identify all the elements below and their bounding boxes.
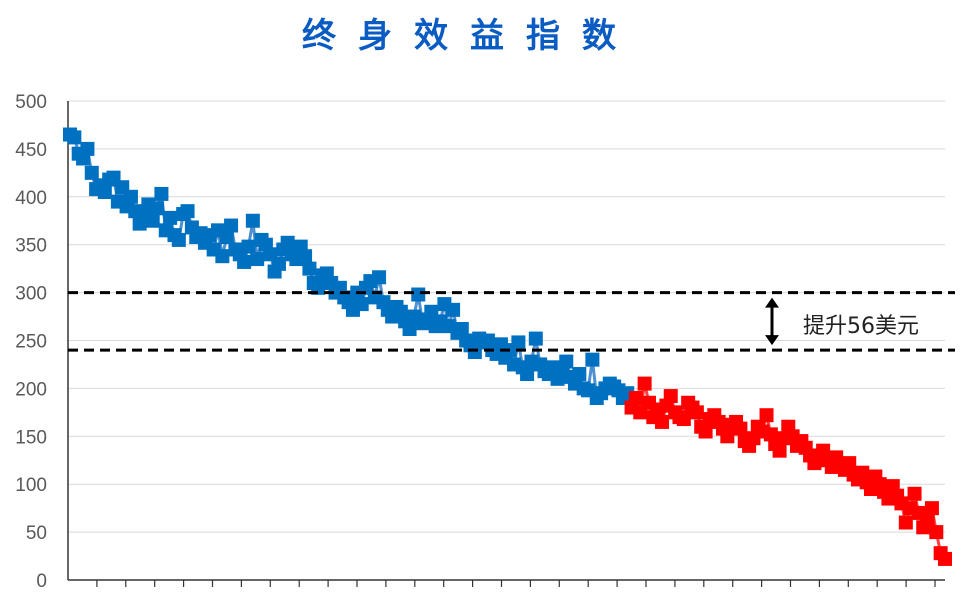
- data-point: [637, 376, 652, 391]
- data-point: [237, 254, 252, 269]
- data-point: [224, 218, 239, 233]
- y-tick-label: 200: [15, 379, 47, 400]
- data-point: [123, 189, 138, 204]
- arrow-head-down: [765, 335, 779, 346]
- data-point: [720, 429, 735, 444]
- y-tick-label: 450: [15, 140, 47, 161]
- y-tick-label: 100: [15, 475, 47, 496]
- data-point: [907, 486, 922, 501]
- data-point: [302, 261, 317, 276]
- data-point: [180, 204, 195, 219]
- data-point: [628, 390, 643, 405]
- data-point: [924, 501, 939, 516]
- data-point: [842, 456, 857, 471]
- arrow-head-up: [765, 297, 779, 308]
- data-point: [84, 165, 99, 180]
- data-point: [454, 322, 469, 337]
- data-point: [938, 551, 952, 566]
- data-point: [772, 443, 787, 458]
- data-point: [67, 130, 82, 145]
- data-point: [145, 213, 160, 228]
- chart-title: 终身效益指数: [302, 16, 638, 56]
- data-point: [759, 408, 774, 423]
- data-point: [154, 186, 169, 201]
- data-point: [929, 525, 944, 540]
- data-point: [215, 249, 230, 264]
- data-point: [245, 213, 260, 228]
- data-point: [163, 210, 178, 225]
- data-point: [402, 322, 417, 337]
- data-point: [354, 297, 369, 312]
- data-point: [585, 352, 600, 367]
- y-tick-label: 50: [26, 523, 47, 544]
- data-point: [528, 331, 543, 346]
- data-point: [250, 252, 265, 267]
- annotation-label: 提升56美元: [803, 314, 919, 339]
- data-point: [676, 412, 691, 427]
- data-point: [446, 302, 461, 317]
- data-point: [559, 354, 574, 369]
- data-point: [411, 287, 426, 302]
- data-point: [80, 141, 95, 156]
- data-point: [572, 367, 587, 382]
- data-point: [733, 421, 748, 436]
- data-point: [280, 235, 295, 250]
- data-point: [920, 513, 935, 528]
- y-tick-label: 150: [15, 427, 47, 448]
- data-point: [655, 414, 670, 429]
- data-point: [372, 270, 387, 285]
- data-point: [511, 335, 526, 350]
- data-point: [298, 249, 313, 264]
- y-tick-label: 250: [15, 332, 47, 353]
- data-point: [219, 230, 234, 245]
- data-point: [663, 389, 678, 404]
- y-tick-label: 300: [15, 284, 47, 305]
- data-point: [689, 405, 704, 420]
- data-point: [97, 185, 112, 200]
- data-point: [520, 367, 535, 382]
- y-tick-label: 0: [36, 571, 47, 592]
- data-point: [171, 232, 186, 247]
- y-tick-label: 400: [15, 188, 47, 209]
- data-point: [150, 201, 165, 216]
- data-point: [271, 256, 286, 271]
- y-tick-label: 350: [15, 236, 47, 257]
- y-tick-label: 500: [15, 92, 47, 113]
- data-point: [698, 424, 713, 439]
- data-point: [898, 515, 913, 530]
- data-point: [241, 239, 256, 254]
